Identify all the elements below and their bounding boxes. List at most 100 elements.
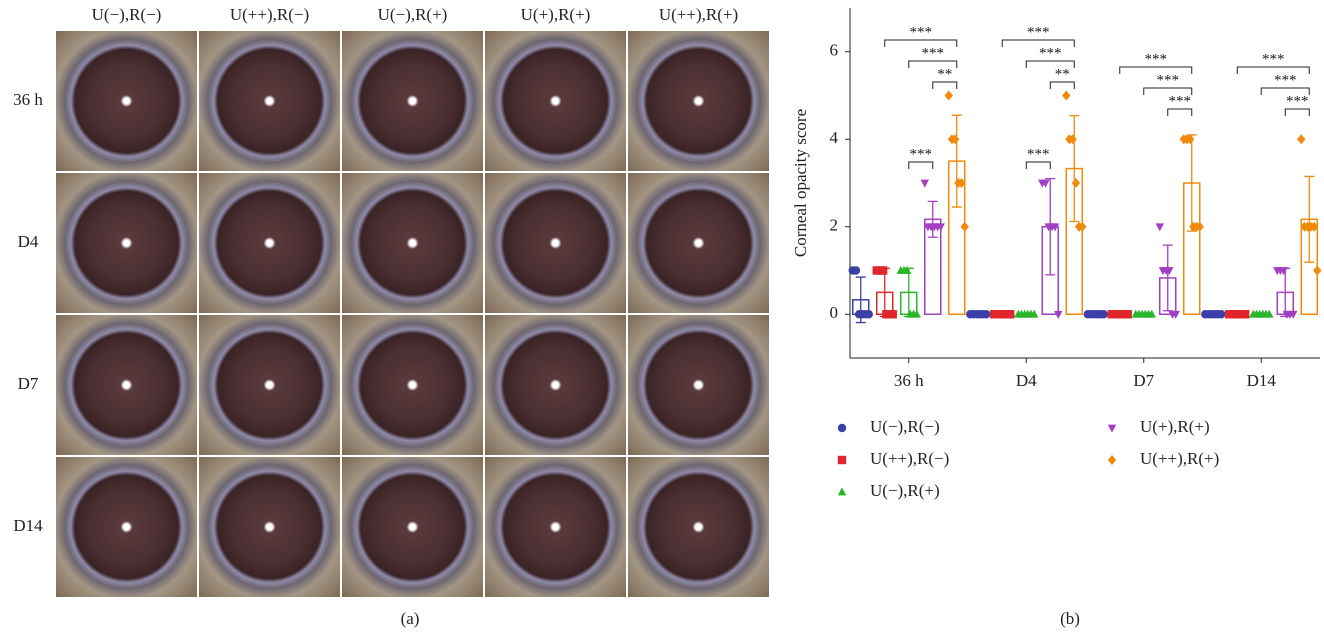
- data-point: [1195, 221, 1204, 232]
- data-point: [1217, 310, 1226, 319]
- legend-marker: [837, 455, 847, 465]
- significance-bracket: [1119, 66, 1193, 74]
- legend-marker: [1107, 454, 1117, 466]
- significance-label: **: [937, 66, 952, 82]
- legend-marker: [1107, 424, 1117, 433]
- error-bar: [1162, 244, 1173, 312]
- eye-photo: [342, 457, 483, 597]
- data-point: [1071, 177, 1081, 189]
- eye-photo: [199, 173, 340, 313]
- legend-label: U(−),R(+): [870, 481, 940, 500]
- significance-bracket: [884, 39, 958, 47]
- data-point: [864, 310, 873, 319]
- eye-photo: [628, 315, 769, 455]
- data-point: [1054, 310, 1063, 319]
- eye-photo: [628, 173, 769, 313]
- data-point: [920, 179, 929, 188]
- data-point: [888, 310, 897, 319]
- data-point: [1155, 223, 1164, 232]
- eye-photo: [199, 315, 340, 455]
- significance-bracket: [908, 60, 958, 68]
- data-point: [957, 177, 966, 189]
- y-axis-label: Corneal opacity score: [791, 109, 810, 257]
- significance-label: ***: [1286, 93, 1309, 109]
- row-label: D14: [13, 516, 43, 535]
- legend-marker: [837, 487, 847, 496]
- data-point: [1289, 310, 1298, 319]
- error-bar: [1304, 175, 1315, 263]
- column-label: U(++),R(−): [230, 5, 309, 24]
- data-point: [912, 309, 921, 318]
- eye-photo: [56, 457, 197, 597]
- x-tick-label: 36 h: [894, 371, 924, 390]
- significance-bracket: [1143, 87, 1193, 95]
- eye-photo: [485, 31, 626, 171]
- significance-label: ***: [1157, 72, 1180, 88]
- eye-photo: [485, 457, 626, 597]
- eye-photo: [199, 457, 340, 597]
- significance-label: ***: [1145, 51, 1168, 67]
- data-point: [936, 223, 945, 232]
- significance-bracket: [1025, 60, 1075, 68]
- data-point: [1265, 309, 1274, 318]
- error-bar: [1186, 134, 1197, 232]
- significance-label: ***: [910, 146, 933, 162]
- data-point: [1171, 310, 1180, 319]
- legend-marker: [837, 423, 847, 433]
- error-bar: [927, 200, 938, 238]
- eye-photo: [342, 315, 483, 455]
- error-bar: [1069, 114, 1080, 223]
- x-tick-label: D7: [1133, 371, 1154, 390]
- significance-label: ***: [910, 24, 933, 40]
- data-point: [1309, 221, 1319, 232]
- significance-bracket: [1049, 81, 1075, 89]
- significance-label: ***: [1262, 51, 1285, 67]
- data-point: [1123, 310, 1132, 319]
- data-point: [1297, 134, 1306, 145]
- significance-bracket: [1167, 108, 1193, 116]
- legend-label: U(−),R(−): [870, 417, 940, 436]
- significance-bracket: [1236, 66, 1310, 74]
- eye-photo: [628, 31, 769, 171]
- row-label: 36 h: [13, 90, 43, 109]
- significance-bracket: [932, 81, 958, 89]
- legend-label: U(+),R(+): [1140, 417, 1210, 436]
- row-label: D4: [18, 232, 39, 251]
- y-tick-label: 6: [830, 41, 839, 60]
- data-point: [944, 90, 953, 101]
- significance-label: ***: [1027, 24, 1050, 40]
- eye-photo: [56, 31, 197, 171]
- y-tick-label: 4: [830, 128, 839, 147]
- data-point: [1006, 310, 1015, 319]
- column-label: U(−),R(−): [92, 5, 162, 24]
- data-point: [1241, 310, 1250, 319]
- column-label: U(++),R(+): [659, 5, 738, 24]
- eye-photo: [485, 315, 626, 455]
- data-point: [1147, 309, 1156, 318]
- data-point: [1050, 223, 1060, 232]
- row-label: D7: [18, 374, 39, 393]
- column-label: U(+),R(+): [521, 5, 591, 24]
- data-point: [1313, 265, 1322, 276]
- data-point: [1078, 221, 1087, 232]
- error-bar: [951, 114, 962, 208]
- significance-label: ***: [1039, 45, 1062, 61]
- significance-label: ***: [1169, 93, 1192, 109]
- legend-label: U(++),R(+): [1140, 449, 1219, 468]
- eye-photo: [199, 31, 340, 171]
- eye-photo: [485, 173, 626, 313]
- significance-bracket: [908, 161, 934, 169]
- data-point: [1041, 179, 1050, 188]
- eye-photo: [56, 315, 197, 455]
- data-point: [878, 266, 888, 275]
- eye-photo: [342, 31, 483, 171]
- eye-photo: [628, 457, 769, 597]
- significance-label: ***: [922, 45, 945, 61]
- data-point: [950, 134, 960, 145]
- data-point: [1099, 310, 1108, 319]
- data-point: [960, 221, 969, 232]
- y-tick-label: 0: [830, 303, 839, 322]
- data-point: [1165, 267, 1174, 276]
